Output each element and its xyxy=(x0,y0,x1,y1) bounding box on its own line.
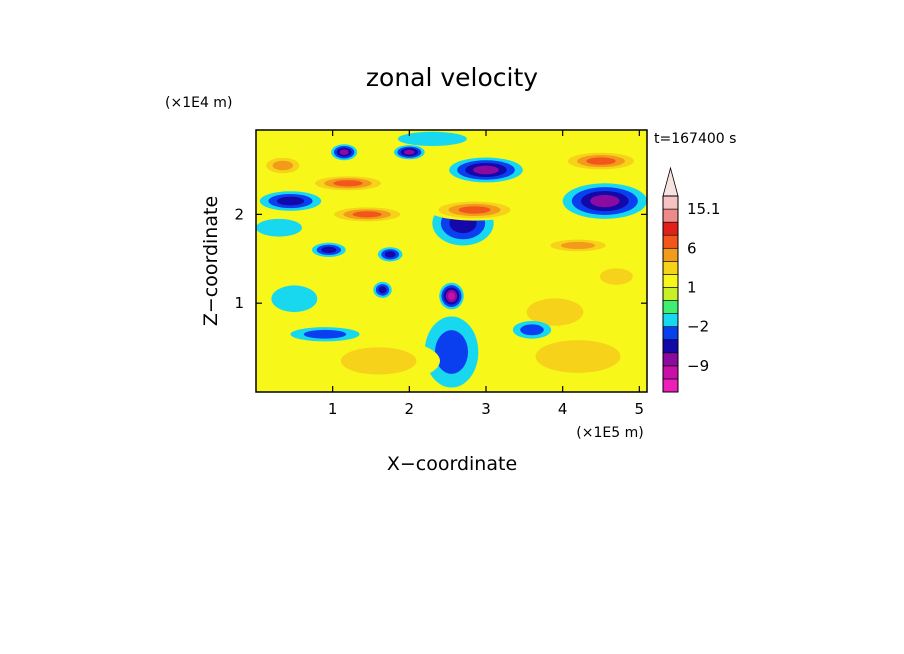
field-contour xyxy=(378,286,387,294)
colorbar-extend-arrow xyxy=(662,166,679,197)
colorbar-swatch xyxy=(662,313,679,327)
field-contour xyxy=(434,330,469,374)
field-contour xyxy=(271,285,318,313)
y-axis-label: Z−coordinate xyxy=(200,196,222,326)
field-contour xyxy=(535,340,621,373)
x-tick-label: 3 xyxy=(481,400,491,418)
colorbar-swatch xyxy=(662,326,679,341)
field-contour xyxy=(339,149,349,155)
x-tick-label: 5 xyxy=(635,400,645,418)
colorbar-label: −9 xyxy=(687,357,709,375)
colorbar-label: 6 xyxy=(687,239,697,257)
field-contour xyxy=(458,206,491,214)
y-tick-label: 2 xyxy=(234,205,244,223)
y-unit-label: (×1E4 m) xyxy=(165,95,232,111)
colorbar-swatch xyxy=(662,365,679,380)
field-contour xyxy=(276,196,305,206)
y-tick-label: 1 xyxy=(234,294,244,312)
y-axis: 12 xyxy=(234,205,647,312)
time-label: t=167400 s xyxy=(654,131,736,147)
colorbar-swatch xyxy=(662,247,679,262)
field-contour xyxy=(560,241,596,250)
colorbar-frame xyxy=(662,195,679,393)
field-contour xyxy=(272,160,294,171)
field-contour xyxy=(590,194,620,208)
colorbar-swatch xyxy=(662,352,679,367)
colorbar-swatch xyxy=(662,274,679,288)
field-contour xyxy=(256,218,302,237)
field-contour xyxy=(397,131,467,146)
colorbar-swatch xyxy=(662,261,679,275)
x-unit-label: (×1E5 m) xyxy=(576,425,643,441)
x-tick-label: 1 xyxy=(328,400,338,418)
field-contour xyxy=(321,246,337,254)
field-contour xyxy=(526,298,584,326)
plot-frame xyxy=(255,129,648,393)
colorbar-swatch xyxy=(662,221,679,236)
x-tick-label: 2 xyxy=(405,400,415,418)
colorbar: −9 −2 1 6 15.1 xyxy=(662,166,720,393)
velocity-field xyxy=(256,130,647,392)
chart-title: zonal velocity xyxy=(366,63,538,92)
field-contour xyxy=(340,347,417,375)
colorbar-swatch xyxy=(662,378,679,393)
colorbar-swatch xyxy=(662,234,679,249)
colorbar-swatch xyxy=(662,339,679,354)
colorbar-swatch xyxy=(662,195,679,210)
colorbar-swatch xyxy=(662,208,679,223)
field-contour xyxy=(333,180,363,187)
colorbar-label: −2 xyxy=(687,318,709,336)
field-contour xyxy=(384,251,396,258)
field-contour xyxy=(447,292,456,300)
colorbar-swatch xyxy=(662,300,679,314)
x-axis: 1 2 3 4 5 xyxy=(328,130,644,418)
field-contour xyxy=(352,211,382,218)
colorbar-swatch xyxy=(662,287,679,301)
field-contour xyxy=(473,165,499,175)
x-tick-label: 4 xyxy=(558,400,568,418)
field-contour xyxy=(520,324,544,336)
field-contour xyxy=(599,268,633,285)
field-contour xyxy=(404,149,415,155)
colorbar-label: 1 xyxy=(687,278,697,296)
x-axis-label: X−coordinate xyxy=(387,453,517,475)
field-contour xyxy=(586,157,616,165)
field-contour xyxy=(303,329,347,339)
colorbar-label: 15.1 xyxy=(687,200,720,218)
